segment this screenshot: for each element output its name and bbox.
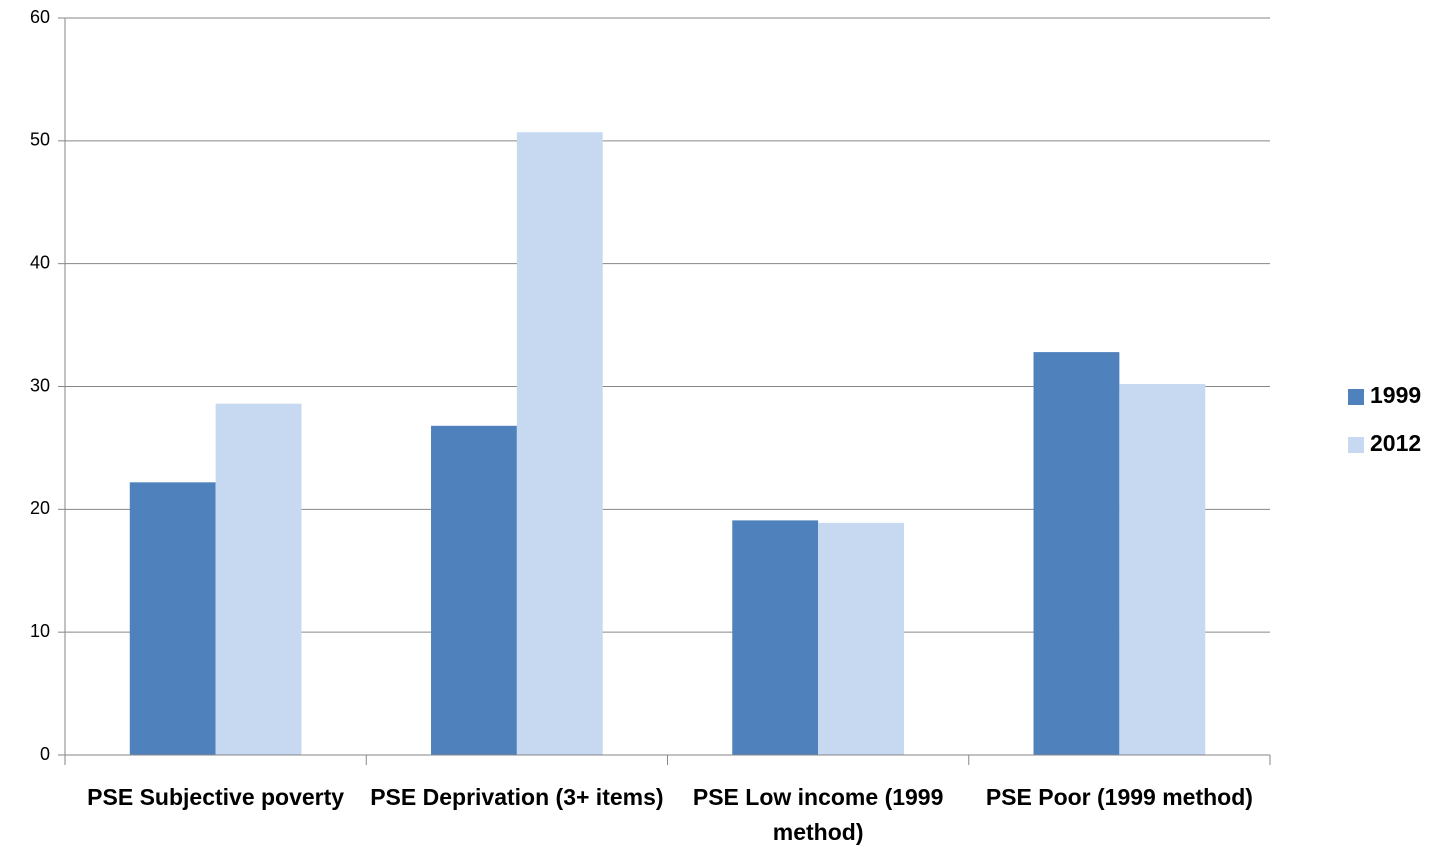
bar: [431, 425, 517, 755]
bar: [732, 520, 819, 755]
y-tick-label: 50: [30, 130, 50, 150]
bar: [1033, 352, 1120, 755]
bar: [516, 132, 603, 756]
y-tick-label: 40: [30, 252, 50, 272]
y-tick-label: 60: [30, 7, 50, 27]
y-tick-label: 0: [40, 744, 50, 764]
bar: [129, 482, 216, 755]
legend-swatch: [1348, 389, 1364, 405]
bar: [818, 522, 904, 755]
legend-swatch: [1348, 437, 1364, 453]
y-tick-label: 30: [30, 375, 50, 395]
legend-label: 1999: [1370, 382, 1421, 408]
x-tick-label: PSE Subjective poverty: [87, 784, 345, 810]
bar: [1119, 384, 1206, 755]
bar: [215, 403, 302, 755]
x-tick-label: PSE Low income (1999 method): [692, 784, 944, 845]
y-tick-label: 10: [30, 621, 50, 641]
x-tick-label: PSE Poor (1999 method): [985, 784, 1253, 810]
y-tick-label: 20: [30, 498, 50, 518]
legend-label: 2012: [1370, 430, 1421, 456]
x-tick-label: PSE Deprivation (3+ items): [370, 784, 664, 810]
